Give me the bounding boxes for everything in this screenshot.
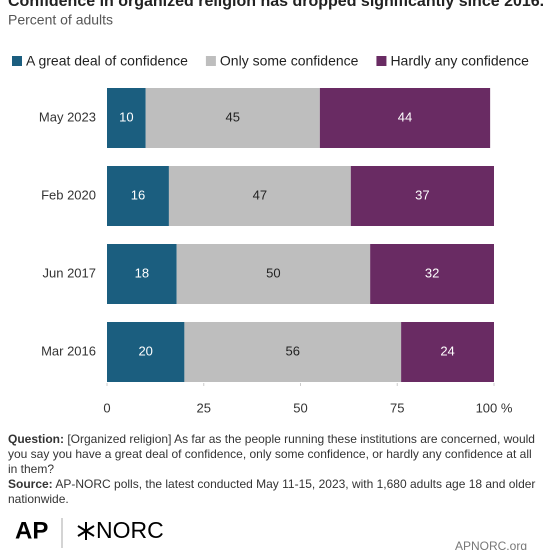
legend-swatch <box>12 56 22 66</box>
value-label: 24 <box>440 343 454 358</box>
question-label: Question: <box>8 432 64 446</box>
chart-subtitle: Percent of adults <box>8 12 113 28</box>
question-text: [Organized religion] As far as the peopl… <box>8 432 535 476</box>
chart-title: Confidence in organized religion has dro… <box>8 0 544 10</box>
x-tick-label: 75 <box>390 400 404 415</box>
value-label: 37 <box>415 187 429 202</box>
value-label: 50 <box>266 265 280 280</box>
asterisk-icon <box>77 522 95 540</box>
x-tick-label: 50 <box>293 400 307 415</box>
bar-segment <box>350 166 494 226</box>
source-label: Source: <box>8 477 53 491</box>
bar-segment <box>107 322 185 382</box>
footnotes: Question: [Organized religion] As far as… <box>8 432 542 507</box>
website: APNORC.org <box>455 539 527 550</box>
question: Question: [Organized religion] As far as… <box>8 432 542 477</box>
legend-label: Hardly any confidence <box>390 53 529 69</box>
source: Source: AP-NORC polls, the latest conduc… <box>8 477 542 507</box>
logo-ap: AP <box>15 517 48 544</box>
y-tick-label: May 2023 <box>39 109 96 124</box>
y-tick-label: Jun 2017 <box>43 265 97 280</box>
value-label: 16 <box>131 187 145 202</box>
legend-label: A great deal of confidence <box>26 53 188 69</box>
bar-segment <box>176 244 371 304</box>
value-label: 44 <box>398 109 412 124</box>
logo-norc: NORC <box>96 517 164 543</box>
legend-swatch <box>376 56 387 66</box>
y-tick-label: Feb 2020 <box>41 187 96 202</box>
bar-segment <box>184 322 402 382</box>
bar-segment <box>107 244 177 304</box>
bar-segment <box>107 88 146 148</box>
legend-label: Only some confidence <box>220 53 359 69</box>
bar-segment <box>319 88 491 148</box>
bar-segment <box>401 322 494 382</box>
y-tick-label: Mar 2016 <box>41 343 96 358</box>
value-label: 56 <box>286 343 300 358</box>
value-label: 32 <box>425 265 439 280</box>
x-tick-label: 100 % <box>476 400 513 415</box>
value-label: 47 <box>253 187 267 202</box>
bar-segment <box>168 166 351 226</box>
source-text: AP-NORC polls, the latest conducted May … <box>8 477 536 506</box>
value-label: 10 <box>119 109 133 124</box>
legend-swatch <box>205 56 216 66</box>
bar-segment <box>370 244 494 304</box>
bar-segment <box>145 88 320 148</box>
value-label: 20 <box>138 343 152 358</box>
x-tick-label: 25 <box>197 400 211 415</box>
value-label: 45 <box>226 109 240 124</box>
x-tick-label: 0 <box>103 400 110 415</box>
bar-segment <box>107 166 169 226</box>
value-label: 18 <box>135 265 149 280</box>
